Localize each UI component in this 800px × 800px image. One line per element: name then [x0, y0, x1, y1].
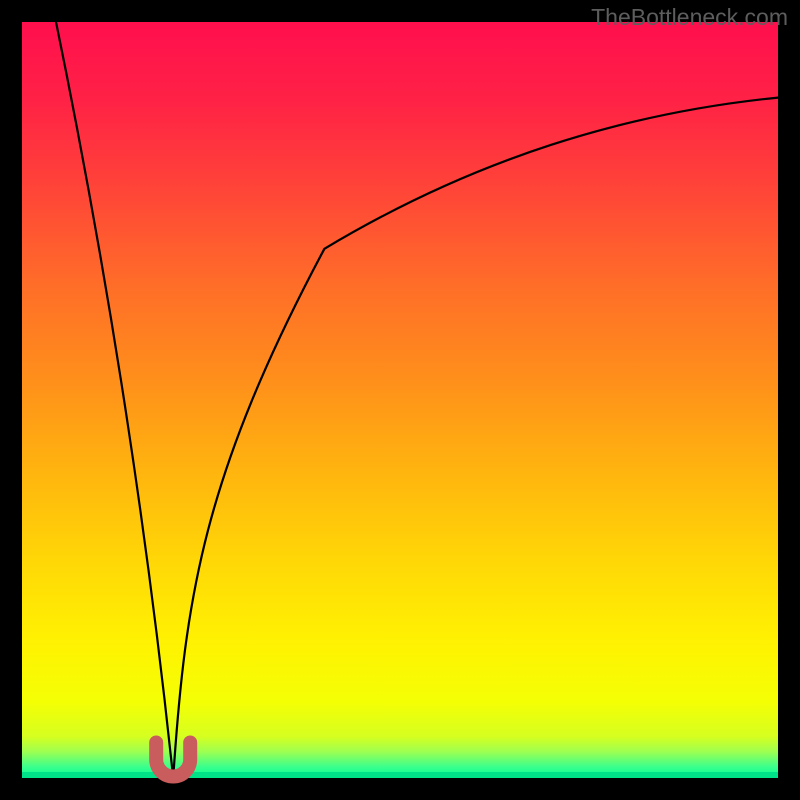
- bottleneck-curve-chart: [0, 0, 800, 800]
- chart-frame: TheBottleneck.com: [0, 0, 800, 800]
- watermark-text: TheBottleneck.com: [591, 4, 788, 31]
- chart-background: [22, 22, 778, 778]
- bottom-strip: [22, 772, 778, 778]
